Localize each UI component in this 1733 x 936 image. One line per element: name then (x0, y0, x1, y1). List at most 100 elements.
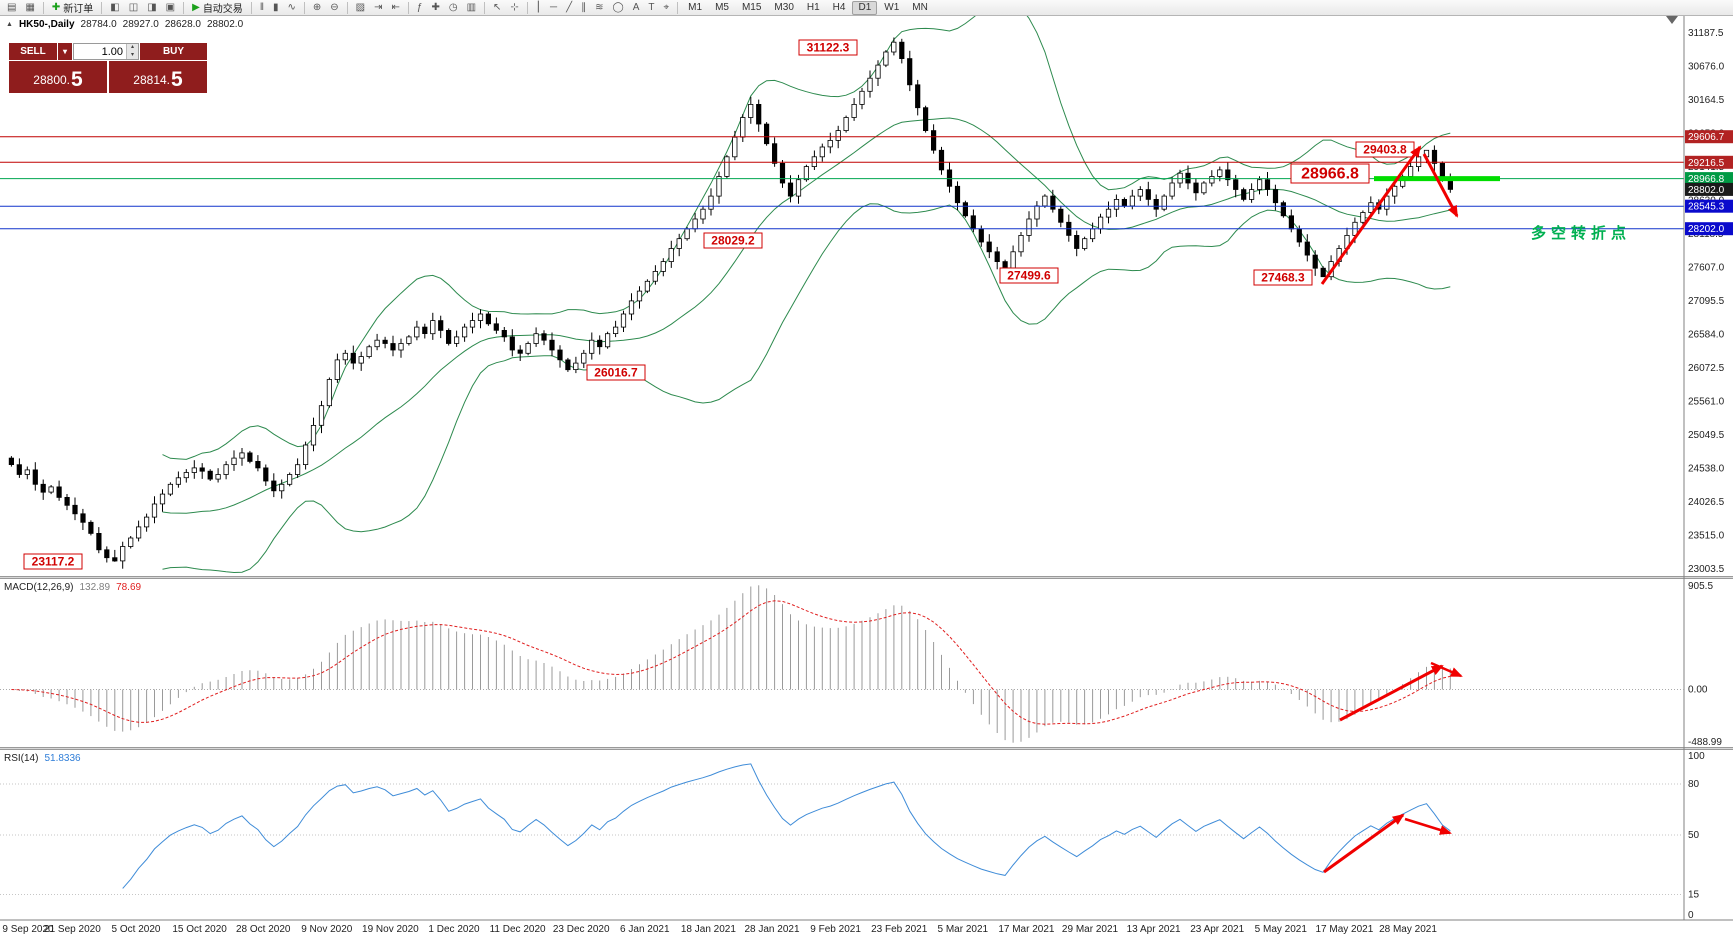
buy-button[interactable]: BUY (140, 43, 207, 60)
timeframe-d1[interactable]: D1 (852, 0, 878, 15)
trend-arrows[interactable] (1320, 145, 1463, 874)
pane-divider[interactable] (0, 576, 1733, 579)
svg-text:17 Mar 2021: 17 Mar 2021 (998, 924, 1055, 935)
templates-icon[interactable]: ▥ (463, 1, 480, 15)
text-label-icon[interactable]: T (644, 1, 658, 15)
bar-chart-icon[interactable]: ‖ (256, 1, 268, 15)
chart-profiles-icon[interactable]: ▦ (21, 1, 38, 15)
svg-text:0.00: 0.00 (1688, 685, 1708, 696)
volume-input[interactable]: 1.00 ▴ ▾ (73, 43, 139, 60)
line-chart-icon[interactable]: ∿ (283, 1, 299, 15)
indicators-icon[interactable]: ƒ (413, 1, 427, 15)
timeframe-w1[interactable]: W1 (884, 2, 900, 13)
buy-price-fraction: 5 (171, 68, 183, 91)
svg-text:25049.5: 25049.5 (1688, 430, 1725, 441)
templates-icon-glyph: ▥ (466, 1, 477, 13)
svg-text:1 Dec 2020: 1 Dec 2020 (428, 924, 480, 935)
svg-text:5 May 2021: 5 May 2021 (1255, 924, 1308, 935)
crosshair-icon[interactable]: ⊹ (506, 1, 522, 15)
bull-bear-turning-point-annotation[interactable]: 多空转折点 (1531, 225, 1632, 242)
navigator-icon[interactable]: ◨ (143, 1, 160, 15)
price-label-box-23117.2[interactable] (23, 553, 83, 570)
timeframe-m1[interactable]: M1 (688, 2, 703, 13)
collapse-panel-icon[interactable]: ▲ (6, 21, 13, 28)
price-label-box-27468.3[interactable] (1253, 269, 1313, 286)
svg-text:28029.2: 28029.2 (711, 234, 755, 248)
new-chart-icon[interactable]: ▤ (3, 1, 20, 15)
timeframe-m30[interactable]: M30 (774, 2, 794, 13)
volume-value[interactable]: 1.00 (101, 46, 123, 58)
vertical-line-icon[interactable]: ⎮ (532, 1, 545, 15)
tile-windows-icon[interactable]: ▨ (352, 1, 369, 15)
toolbar-separator (250, 1, 252, 14)
channel-icon[interactable]: ∥ (577, 1, 590, 15)
text-label-icon-glyph: T (648, 1, 655, 13)
spinner-down-icon[interactable]: ▾ (126, 51, 138, 59)
trend-arrow[interactable] (1430, 661, 1463, 678)
macd-signal-value: 78.69 (116, 582, 142, 593)
data-window-icon[interactable]: ◫ (125, 1, 142, 15)
svg-text:28202.0: 28202.0 (1688, 224, 1725, 235)
svg-text:-488.99: -488.99 (1688, 737, 1722, 748)
svg-text:9 Nov 2020: 9 Nov 2020 (301, 924, 353, 935)
candlestick-chart-icon[interactable]: ▮ (269, 1, 283, 15)
chart-canvas[interactable]: 31187.530676.030164.529653.029141.528630… (0, 16, 1733, 936)
tile-windows-icon-glyph: ▨ (355, 1, 366, 13)
trend-arrow[interactable] (1422, 153, 1459, 218)
volume-spinner[interactable]: ▴ ▾ (126, 44, 138, 59)
price-label-box-27499.6[interactable] (999, 267, 1059, 284)
new-order-button[interactable]: ✚ 新订单 (48, 1, 97, 16)
spinner-up-icon[interactable]: ▴ (126, 44, 138, 52)
arrows-tool-icon[interactable]: ⌖ (660, 1, 674, 15)
bollinger-upper-band (162, 16, 1451, 460)
terminal-icon-glyph: ▣ (165, 1, 176, 13)
shapes-icon[interactable]: ◯ (609, 1, 628, 15)
market-watch-icon[interactable]: ◧ (106, 1, 123, 15)
add-indicator-icon[interactable]: ✚ (427, 1, 443, 15)
svg-text:26584.0: 26584.0 (1688, 330, 1725, 341)
periods-icon[interactable]: ◷ (445, 1, 462, 15)
volume-dropdown-caret[interactable]: ▾ (58, 43, 72, 60)
price-label-box-26016.7[interactable] (586, 364, 646, 381)
trendline-icon[interactable]: ╱ (562, 1, 576, 15)
timeframe-m15[interactable]: M15 (741, 2, 762, 13)
trend-arrow[interactable] (1323, 813, 1405, 874)
zoom-in-icon[interactable]: ⊕ (309, 1, 325, 15)
sell-button[interactable]: SELL (9, 43, 57, 60)
timeframe-m5[interactable]: M5 (715, 2, 729, 13)
terminal-icon[interactable]: ▣ (162, 1, 179, 15)
fibonacci-icon[interactable]: ≋ (591, 1, 607, 15)
auto-scroll-icon[interactable]: ⇥ (370, 1, 386, 15)
svg-text:15 Oct 2020: 15 Oct 2020 (172, 924, 227, 935)
pane-divider[interactable] (0, 747, 1733, 750)
horizontal-line-icon[interactable]: ─ (546, 1, 561, 15)
price-tag-29216.5 (1685, 155, 1733, 169)
text-icon[interactable]: A (629, 1, 644, 15)
cursor-icon[interactable]: ↖ (489, 1, 505, 15)
ohlc-low: 28628.0 (164, 19, 201, 30)
macd-indicator-label: MACD(12,26,9) 132.89 78.69 (4, 582, 141, 593)
vertical-line-icon-glyph: ⎮ (535, 1, 542, 13)
svg-text:9 Feb 2021: 9 Feb 2021 (810, 924, 861, 935)
zoom-out-icon[interactable]: ⊖ (326, 1, 342, 15)
price-label-box-31122.3[interactable] (798, 39, 858, 56)
sell-price-button[interactable]: 28800. 5 (9, 61, 107, 93)
price-label-box-28029.2[interactable] (703, 232, 763, 249)
price-label-box-28966.8[interactable] (1290, 163, 1370, 184)
trend-arrow[interactable] (1320, 145, 1422, 285)
svg-text:23 Dec 2020: 23 Dec 2020 (553, 924, 610, 935)
chart-shift-marker[interactable] (1666, 16, 1678, 24)
timeframe-h4[interactable]: H4 (832, 2, 846, 13)
new-chart-icon-glyph: ▤ (7, 1, 17, 13)
chart-shift-icon[interactable]: ⇤ (387, 1, 403, 15)
buy-price-button[interactable]: 28814. 5 (109, 61, 207, 93)
ohlc-high: 28927.0 (122, 19, 159, 30)
trend-arrow[interactable] (1339, 664, 1444, 722)
svg-text:50: 50 (1688, 830, 1700, 841)
timeframe-h1[interactable]: H1 (806, 2, 820, 13)
timeframe-mn[interactable]: MN (912, 2, 928, 13)
autotrading-button[interactable]: ▶ 自动交易 (188, 1, 247, 16)
data-window-icon-glyph: ◫ (128, 1, 139, 13)
trend-arrow[interactable] (1404, 817, 1452, 835)
svg-text:30676.0: 30676.0 (1688, 62, 1725, 73)
